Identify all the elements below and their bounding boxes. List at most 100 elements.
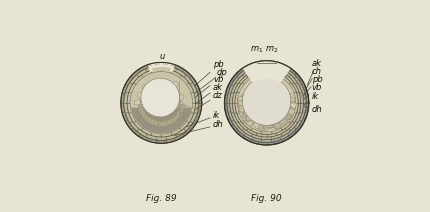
Polygon shape (175, 113, 181, 119)
Polygon shape (250, 106, 258, 113)
Polygon shape (160, 100, 166, 106)
Polygon shape (177, 101, 183, 108)
Polygon shape (262, 122, 270, 129)
Polygon shape (261, 110, 269, 117)
Polygon shape (262, 105, 269, 111)
Polygon shape (270, 97, 275, 103)
Polygon shape (258, 125, 264, 131)
Polygon shape (286, 111, 292, 119)
Polygon shape (258, 98, 262, 103)
Polygon shape (241, 96, 245, 101)
Text: Fig. 89: Fig. 89 (146, 194, 177, 203)
Polygon shape (261, 101, 267, 107)
Polygon shape (280, 92, 286, 98)
Polygon shape (260, 102, 266, 109)
Polygon shape (244, 95, 248, 100)
Polygon shape (276, 105, 283, 112)
Polygon shape (131, 107, 191, 133)
Polygon shape (271, 100, 279, 109)
Polygon shape (258, 103, 264, 111)
Polygon shape (275, 102, 282, 110)
Polygon shape (258, 113, 264, 119)
Polygon shape (147, 117, 154, 124)
Polygon shape (263, 120, 270, 128)
Polygon shape (121, 62, 202, 143)
Polygon shape (246, 114, 253, 120)
Polygon shape (251, 103, 259, 110)
Polygon shape (269, 100, 278, 108)
Polygon shape (276, 101, 284, 109)
Polygon shape (272, 93, 277, 99)
Polygon shape (261, 105, 268, 112)
Polygon shape (282, 96, 287, 101)
Polygon shape (262, 107, 270, 114)
Polygon shape (254, 98, 260, 103)
Polygon shape (159, 108, 165, 114)
Polygon shape (280, 118, 287, 125)
Polygon shape (259, 102, 267, 110)
Polygon shape (251, 99, 256, 105)
Polygon shape (177, 111, 182, 116)
Polygon shape (281, 114, 289, 121)
Polygon shape (142, 84, 148, 89)
Polygon shape (239, 101, 245, 106)
Polygon shape (270, 111, 279, 119)
Polygon shape (266, 99, 273, 108)
Polygon shape (272, 98, 277, 103)
Polygon shape (150, 119, 157, 125)
Polygon shape (238, 96, 243, 101)
Polygon shape (271, 103, 279, 110)
Polygon shape (249, 110, 257, 118)
Polygon shape (283, 101, 291, 110)
Polygon shape (150, 108, 158, 114)
Polygon shape (281, 105, 289, 112)
Polygon shape (275, 111, 283, 118)
Polygon shape (289, 98, 295, 102)
Polygon shape (141, 96, 148, 102)
Polygon shape (262, 112, 270, 119)
Polygon shape (253, 101, 261, 108)
Polygon shape (252, 102, 260, 110)
Polygon shape (138, 108, 144, 114)
Polygon shape (261, 108, 268, 114)
Polygon shape (266, 101, 273, 108)
Polygon shape (270, 94, 275, 99)
Polygon shape (254, 94, 260, 99)
Polygon shape (278, 113, 285, 120)
Polygon shape (243, 108, 250, 114)
Polygon shape (176, 108, 182, 114)
Polygon shape (263, 118, 270, 124)
Polygon shape (285, 113, 292, 120)
Polygon shape (281, 113, 287, 119)
Polygon shape (276, 100, 284, 106)
Polygon shape (243, 103, 249, 109)
Polygon shape (243, 61, 291, 83)
Polygon shape (264, 107, 272, 115)
Polygon shape (251, 106, 258, 113)
Polygon shape (239, 105, 246, 112)
Polygon shape (257, 122, 264, 130)
Polygon shape (275, 100, 283, 107)
Polygon shape (270, 99, 275, 104)
Polygon shape (260, 126, 268, 132)
Polygon shape (264, 95, 269, 100)
Polygon shape (277, 97, 282, 102)
Text: pb: pb (194, 60, 224, 86)
Polygon shape (253, 117, 261, 124)
Polygon shape (261, 101, 268, 106)
Polygon shape (265, 103, 273, 110)
Polygon shape (254, 107, 261, 114)
Polygon shape (283, 100, 291, 107)
Text: dh: dh (174, 120, 224, 135)
Polygon shape (260, 124, 266, 132)
Polygon shape (257, 93, 262, 98)
Polygon shape (240, 105, 248, 112)
Text: dh: dh (286, 103, 322, 114)
Polygon shape (263, 100, 270, 109)
Polygon shape (245, 94, 250, 100)
Polygon shape (286, 113, 292, 120)
Polygon shape (257, 96, 262, 100)
Polygon shape (172, 116, 178, 122)
Polygon shape (273, 123, 280, 130)
Polygon shape (285, 104, 292, 112)
